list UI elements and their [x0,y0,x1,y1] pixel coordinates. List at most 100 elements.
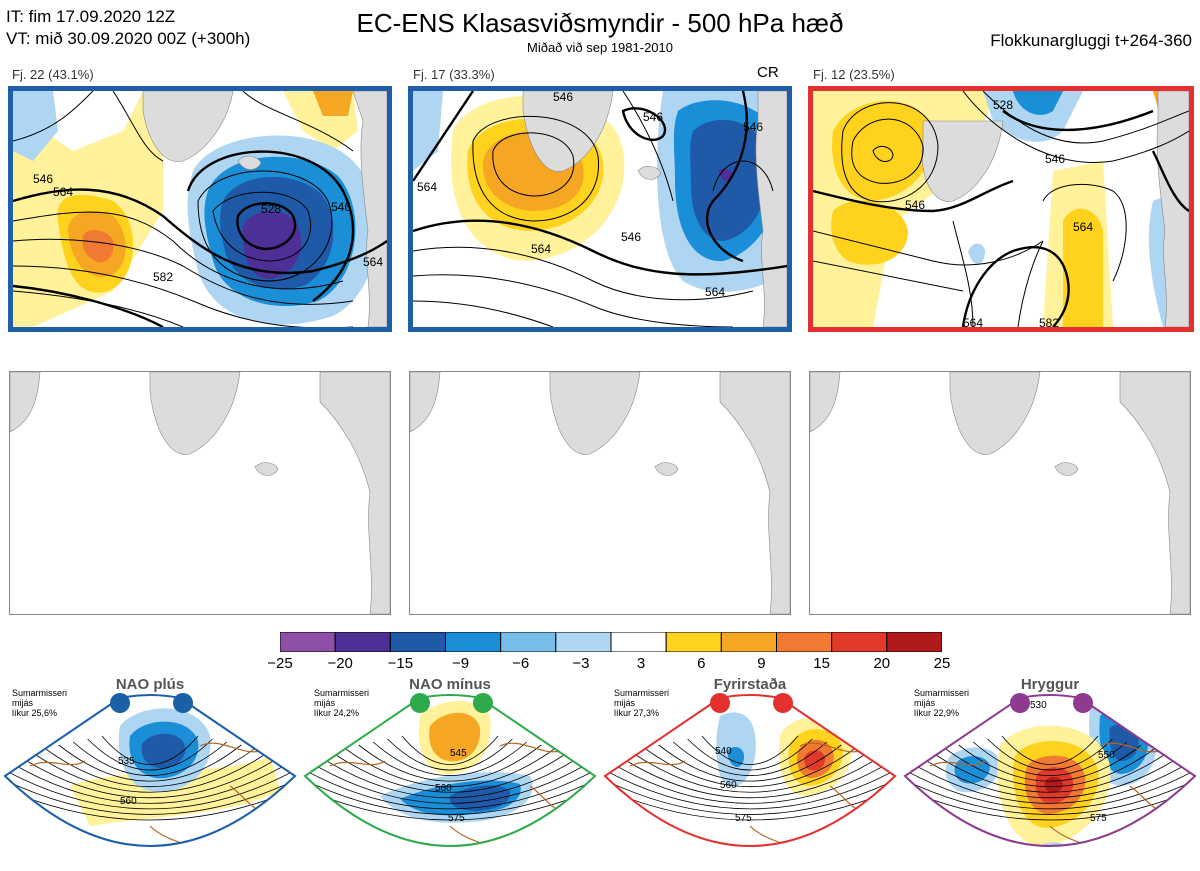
empty-map-2 [409,371,791,615]
regime-panel: 540 560 575 Fyrirstaða Sumarmisseri mijás líku… [600,676,900,871]
contour-label: 546 [743,120,763,134]
contour-label: 564 [531,242,551,256]
height-contour [605,759,895,810]
height-contour [358,744,542,782]
header-info: IT: fim 17.09.2020 12Z VT: mið 30.09.202… [6,6,250,50]
height-contour [987,738,1113,771]
regime-kind: mijás [12,698,34,708]
regime-probability: líkur 22,9% [914,708,960,718]
contour-label: 535 [118,756,135,767]
height-contour [305,762,595,815]
height-contour [29,750,271,793]
colorbar-tick-label: 6 [697,655,706,672]
regime-map: 545 560 575 [303,693,597,847]
cluster-3-label: Fj. 12 (23.5%) [813,67,895,82]
colorbar-tick-label: 3 [636,655,646,672]
colorbar-cell [886,631,943,653]
cluster-2-tag: CR [757,64,779,81]
regime-info: Sumarmisseri mijás líkur 27,3% [614,688,669,718]
empty-map-3 [809,371,1191,615]
colorbar-tick-label: −25 [267,655,293,672]
regime-marker-dot [173,693,193,713]
height-contour [5,759,295,810]
height-contour [305,756,595,804]
contour-label: 546 [33,172,53,186]
regime-kind: mijás [314,698,336,708]
cluster-1-map: 528 546 564 582 546 564 [8,86,392,332]
contour-label: 564 [705,285,725,299]
contour-label: 582 [153,270,173,284]
contour-label: 545 [450,748,467,759]
height-contour [72,741,228,776]
height-contour [315,753,585,799]
regime-panel: 545 560 575 NAO mínus Sumarmisseri mijás líkur… [300,676,600,871]
coastline [929,742,1171,846]
colorbar-cell [445,631,502,653]
regime-probability: líkur 24,2% [314,708,360,718]
anomaly-shading [70,756,280,826]
colorbar-tick-label: −15 [387,655,414,672]
contour-label: 575 [1090,813,1107,824]
regime-marker-dot [110,693,130,713]
regime-panel: 535 560 NAO plús Sumarmisseri mijás líkur 25,… [0,676,300,871]
contour-label: 575 [448,813,465,824]
height-contour [687,738,813,771]
regime-info: Sumarmisseri mijás líkur 24,2% [314,688,369,718]
cluster-2-label: Fj. 17 (33.3%) [413,67,495,82]
height-contour [605,762,895,815]
height-contour [915,753,1185,799]
regime-map: 535 560 [3,693,297,847]
contour-label: 564 [53,185,73,199]
height-contour [672,741,828,776]
regime-marker-dot [773,693,793,713]
regime-season: Sumarmisseri [12,688,68,698]
colorbar-cell [776,631,833,653]
regime-probability: líkur 27,3% [614,708,660,718]
colorbar-cell [334,631,391,653]
regime-map: 530 550 575 [903,693,1197,847]
regime-name: Hryggur [1020,676,1080,693]
classification-window: Flokkunargluggi t+264-360 [990,31,1192,50]
regime-probability: líkur 25,6% [12,708,58,718]
contour-label: 546 [621,230,641,244]
colorbar-cell [555,631,612,653]
contour-label: 546 [905,198,925,212]
contour-label: 530 [1030,700,1047,711]
regime-season: Sumarmisseri [914,688,970,698]
regime-marker-dot [710,693,730,713]
regime-map: 540 560 575 [603,693,897,847]
page-title: EC-ENS Klasasviðsmyndir - 500 hPa hæð [356,8,844,38]
contour-label: 564 [963,316,983,327]
regime-name: Fyrirstaða [713,676,787,693]
anomaly-shading [141,733,186,769]
init-time: IT: fim 17.09.2020 12Z [6,7,176,26]
anomaly-shading [727,746,745,767]
colorbar-tick-label: 9 [757,655,766,672]
colorbar-ticks: −25 −20 −15 −9 −6 −3 3 6 9 15 20 25 [267,655,950,675]
contour-label: 564 [363,255,383,269]
colorbar-tick-label: −20 [327,655,353,672]
colorbar-tick-label: −9 [451,655,470,672]
height-contour [5,762,295,815]
regime-marker-dot [410,693,430,713]
regime-season: Sumarmisseri [314,688,370,698]
contour-label: 560 [720,780,737,791]
regime-season: Sumarmisseri [614,688,670,698]
regime-kind: mijás [914,698,936,708]
cluster-3-map: 528 546 546 564 564 582 [808,86,1194,332]
height-contour [905,756,1195,804]
height-contour [958,744,1142,782]
contour-label: 560 [120,796,137,807]
coastline [29,742,271,846]
height-contour [58,744,242,782]
regime-outline [903,694,1197,847]
colorbar-cell [500,631,557,653]
colorbar-cell [831,631,888,653]
contour-label: 540 [715,746,732,757]
regime-info: Sumarmisseri mijás líkur 22,9% [914,688,969,718]
height-contour [929,750,1171,793]
colorbar-tick-label: 20 [873,655,891,672]
height-contour [605,756,895,804]
height-contour [387,738,513,771]
regime-name: NAO mínus [409,676,491,693]
